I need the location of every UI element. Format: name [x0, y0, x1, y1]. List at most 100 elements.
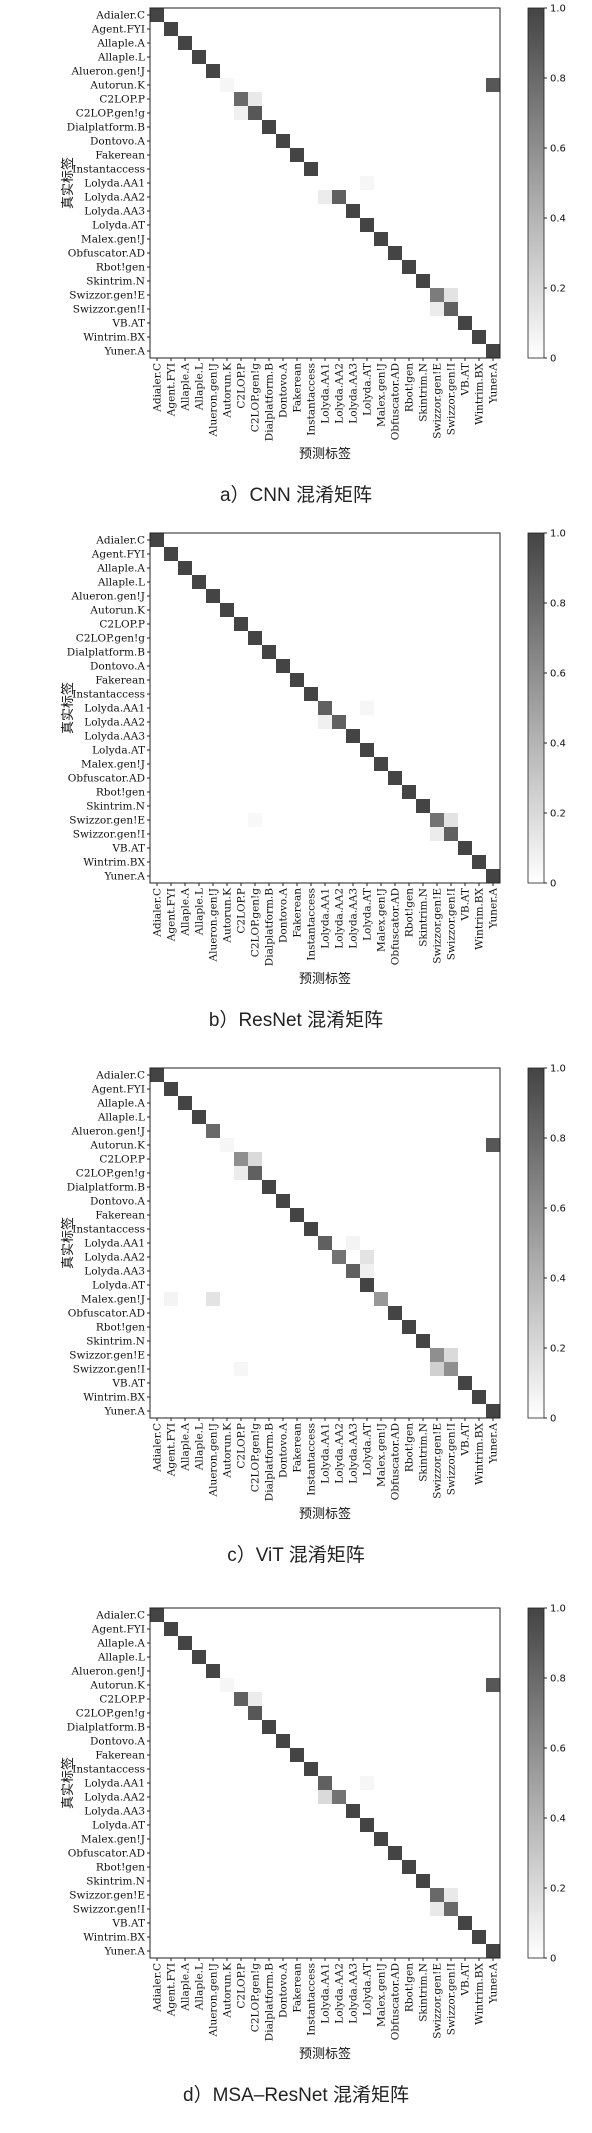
heatmap-cell	[388, 134, 403, 149]
heatmap-cell	[220, 869, 235, 884]
heatmap-cell	[388, 344, 403, 359]
heatmap-cell	[178, 1152, 193, 1167]
heatmap-cell	[318, 1888, 333, 1903]
heatmap-cell	[150, 869, 165, 884]
heatmap-cell	[150, 36, 165, 51]
heatmap-cell	[178, 1124, 193, 1139]
heatmap-cell	[206, 1636, 221, 1651]
heatmap-cell	[388, 1250, 403, 1265]
heatmap-cell	[290, 1902, 305, 1917]
heatmap-cell	[192, 92, 207, 107]
heatmap-cell	[192, 1734, 207, 1749]
heatmap-cell	[486, 36, 501, 51]
heatmap-cell	[318, 631, 333, 646]
y-tick-label: Swizzor.gen!I	[73, 1364, 145, 1376]
x-tick-label: Lolyda.AA3	[348, 888, 360, 949]
y-axis-title: 真实标签	[60, 157, 76, 209]
heatmap-cell	[458, 813, 473, 828]
y-tick-label: Agent.FYI	[91, 549, 145, 561]
x-tick-label: Adialer.C	[152, 888, 164, 938]
heatmap-cell	[402, 8, 417, 23]
heatmap-cell	[220, 288, 235, 303]
heatmap-cell	[192, 1306, 207, 1321]
heatmap-cell	[458, 645, 473, 660]
heatmap-cell	[290, 561, 305, 576]
y-tick-label: Instantaccess	[72, 1224, 145, 1236]
heatmap-cell	[150, 533, 165, 548]
y-tick-label: Wintrim.BX	[83, 857, 145, 869]
heatmap-cell	[206, 1930, 221, 1945]
heatmap-cell	[374, 78, 389, 93]
heatmap-cell	[346, 162, 361, 177]
heatmap-cell	[220, 1860, 235, 1875]
heatmap-cell	[472, 1138, 487, 1153]
heatmap-cell	[430, 1636, 445, 1651]
heatmap-cell	[290, 1650, 305, 1665]
heatmap-cell	[444, 218, 459, 233]
heatmap-cell	[430, 1930, 445, 1945]
heatmap-cell	[220, 1664, 235, 1679]
heatmap-cell	[304, 757, 319, 772]
heatmap-cell	[346, 1404, 361, 1419]
heatmap-cell	[164, 1748, 179, 1763]
heatmap-cell	[402, 1152, 417, 1167]
heatmap-cell	[486, 813, 501, 828]
heatmap-cell	[304, 1748, 319, 1763]
heatmap-cell	[472, 1236, 487, 1251]
heatmap-cell	[416, 78, 431, 93]
heatmap-cell	[164, 148, 179, 163]
panel-caption: d）MSA–ResNet 混淆矩阵	[183, 2085, 409, 2106]
heatmap-cell	[150, 813, 165, 828]
heatmap-cell	[164, 134, 179, 149]
heatmap-cell	[164, 1376, 179, 1391]
x-tick-label: Lolyda.AT	[362, 888, 374, 941]
heatmap-cell	[430, 1860, 445, 1875]
x-tick-label: Obfuscator.AD	[390, 363, 402, 440]
heatmap-cell	[290, 1208, 305, 1223]
heatmap-cell	[206, 1166, 221, 1181]
heatmap-cell	[262, 1222, 277, 1237]
y-tick-label: Malex.gen!J	[81, 234, 145, 246]
y-tick-label: Rbot!gen	[96, 262, 145, 274]
heatmap-cell	[276, 785, 291, 800]
heatmap-cell	[374, 1664, 389, 1679]
heatmap-cell	[290, 316, 305, 331]
heatmap-cell	[430, 1888, 445, 1903]
heatmap-cell	[178, 1110, 193, 1125]
y-tick-label: Lolyda.AT	[92, 220, 145, 232]
heatmap-cell	[416, 1902, 431, 1917]
heatmap-cell	[374, 176, 389, 191]
heatmap-cell	[360, 1096, 375, 1111]
heatmap-cell	[220, 771, 235, 786]
heatmap-cell	[150, 106, 165, 121]
heatmap-cell	[430, 1776, 445, 1791]
heatmap-cell	[304, 659, 319, 674]
heatmap-cell	[220, 176, 235, 191]
heatmap-cell	[276, 1390, 291, 1405]
heatmap-cell	[458, 1152, 473, 1167]
colorbar-tick-label: 1.0	[550, 4, 566, 15]
heatmap-cell	[276, 1622, 291, 1637]
heatmap-cell	[178, 1390, 193, 1405]
heatmap-cell	[346, 50, 361, 65]
heatmap-cell	[276, 1096, 291, 1111]
heatmap-cell	[206, 827, 221, 842]
heatmap-cell	[402, 260, 417, 275]
heatmap-cell	[332, 1944, 347, 1959]
y-tick-label: Dialplatform.B	[67, 647, 145, 659]
heatmap-cell	[444, 1846, 459, 1861]
heatmap-cell	[374, 1068, 389, 1083]
heatmap-cell	[472, 1748, 487, 1763]
heatmap-cell	[360, 1250, 375, 1265]
heatmap-cell	[388, 869, 403, 884]
heatmap-cell	[192, 1678, 207, 1693]
heatmap-cell	[430, 1376, 445, 1391]
heatmap-cell	[220, 1874, 235, 1889]
x-tick-label: Skintrim.N	[418, 1963, 430, 2022]
heatmap-cell	[430, 204, 445, 219]
heatmap-cell	[150, 701, 165, 716]
heatmap-cell	[150, 785, 165, 800]
heatmap-cell	[346, 1222, 361, 1237]
heatmap-cell	[206, 1762, 221, 1777]
heatmap-cell	[374, 288, 389, 303]
